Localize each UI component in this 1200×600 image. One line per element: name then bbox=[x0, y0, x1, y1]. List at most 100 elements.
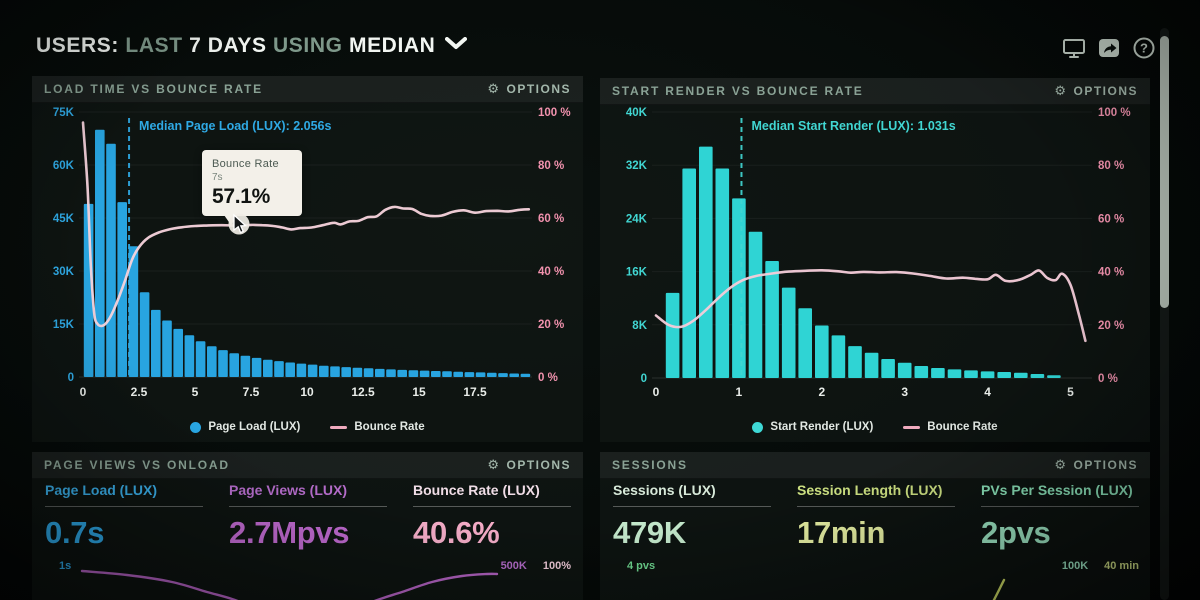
svg-text:7.5: 7.5 bbox=[243, 385, 260, 399]
svg-text:0: 0 bbox=[641, 373, 647, 385]
svg-text:100 %: 100 % bbox=[1098, 107, 1131, 119]
legend-item-bounce-rate: Bounce Rate bbox=[330, 421, 425, 433]
tooltip-value: 57.1% bbox=[212, 185, 271, 208]
load-time-legend: Page Load (LUX) Bounce Rate bbox=[32, 421, 583, 433]
svg-text:4: 4 bbox=[984, 385, 991, 399]
page-views-panel-title: PAGE VIEWS VS ONLOAD bbox=[44, 458, 230, 472]
svg-text:15: 15 bbox=[412, 385, 426, 399]
svg-text:10: 10 bbox=[300, 385, 314, 399]
display-icon[interactable] bbox=[1062, 36, 1086, 60]
svg-text:?: ? bbox=[1140, 41, 1148, 56]
svg-text:30K: 30K bbox=[53, 266, 75, 278]
metric-page-views: Page Views (LUX) 2.7Mpvs bbox=[229, 482, 387, 572]
sessions-options-button[interactable]: ⚙ OPTIONS bbox=[1054, 458, 1138, 472]
metric-sessions: Sessions (LUX) 479K 4 pvs bbox=[613, 482, 771, 572]
svg-text:45K: 45K bbox=[53, 213, 75, 225]
teal-dot-icon bbox=[752, 421, 764, 433]
start-render-options-button[interactable]: ⚙ OPTIONS bbox=[1054, 84, 1138, 98]
svg-text:0 %: 0 % bbox=[1098, 373, 1118, 385]
y-axis-left: 40K 32K 24K 16K 8K 0 bbox=[626, 107, 648, 385]
metric-axis-labels: 100K 40 min bbox=[981, 560, 1139, 572]
gear-icon: ⚙ bbox=[487, 457, 501, 473]
page-views-panel-header: PAGE VIEWS VS ONLOAD ⚙ OPTIONS bbox=[32, 452, 583, 479]
svg-text:100 %: 100 % bbox=[538, 107, 571, 119]
metric-value: 0.7s bbox=[45, 515, 105, 550]
metric-session-length: Session Length (LUX) 17min bbox=[797, 482, 955, 572]
metric-label: Bounce Rate (LUX) bbox=[413, 482, 571, 507]
metric-label: Page Load (LUX) bbox=[45, 482, 203, 507]
legend-item-page-load: Page Load (LUX) bbox=[190, 421, 300, 433]
share-icon[interactable] bbox=[1097, 36, 1121, 60]
metric-value: 2pvs bbox=[981, 515, 1051, 550]
gear-icon: ⚙ bbox=[487, 81, 501, 97]
metric-page-load: Page Load (LUX) 0.7s 1s bbox=[45, 482, 203, 572]
metric-label: Session Length (LUX) bbox=[797, 482, 955, 507]
start-render-panel-header: START RENDER VS BOUNCE RATE ⚙ OPTIONS bbox=[600, 78, 1150, 105]
help-icon[interactable]: ? bbox=[1132, 36, 1156, 60]
x-axis: 0 2.5 5 7.5 10 12.5 15 17.5 bbox=[80, 385, 487, 399]
svg-text:60 %: 60 % bbox=[1098, 213, 1124, 225]
metric-axis-label: 1s bbox=[59, 560, 72, 572]
toolbar: ? bbox=[1062, 36, 1156, 60]
title-7days: 7 DAYS bbox=[189, 34, 274, 57]
svg-text:60K: 60K bbox=[53, 160, 75, 172]
metric-value: 479K bbox=[613, 515, 686, 550]
start-render-chart[interactable]: 40K 32K 24K 16K 8K 0 100 % 80 % 60 % 40 % 20 % 0 % 0… bbox=[600, 104, 1150, 416]
tooltip-series: Bounce Rate bbox=[212, 158, 279, 170]
legend-label: Bounce Rate bbox=[927, 421, 998, 433]
gear-icon: ⚙ bbox=[1054, 457, 1068, 473]
users-filter-dropdown[interactable]: USERS: LAST 7 DAYS USING MEDIAN bbox=[36, 32, 468, 60]
y-axis-right: 100 % 80 % 60 % 40 % 20 % 0 % bbox=[1098, 107, 1131, 385]
scrollbar-thumb[interactable] bbox=[1160, 36, 1169, 308]
metric-axis-label: 4 pvs bbox=[627, 560, 656, 572]
metric-label: PVs Per Session (LUX) bbox=[981, 482, 1139, 507]
options-label: OPTIONS bbox=[506, 458, 571, 472]
svg-text:0: 0 bbox=[653, 385, 660, 399]
metric-label: Page Views (LUX) bbox=[229, 482, 387, 507]
load-time-options-button[interactable]: ⚙ OPTIONS bbox=[487, 82, 571, 96]
svg-text:12.5: 12.5 bbox=[351, 385, 375, 399]
svg-text:5: 5 bbox=[1067, 385, 1074, 399]
sessions-panel-header: SESSIONS ⚙ OPTIONS bbox=[600, 452, 1150, 479]
y-axis-right: 100 % 80 % 60 % 40 % 20 % 0 % bbox=[538, 107, 571, 384]
svg-text:20 %: 20 % bbox=[538, 319, 564, 331]
page-title: USERS: LAST 7 DAYS USING MEDIAN bbox=[36, 34, 435, 58]
axis-label-100pct: 100% bbox=[542, 560, 571, 572]
blue-dot-icon bbox=[190, 421, 202, 433]
median-label: Median Page Load (LUX): 2.056s bbox=[139, 119, 331, 133]
svg-text:5: 5 bbox=[192, 385, 199, 399]
svg-text:20 %: 20 % bbox=[1098, 320, 1124, 332]
svg-text:2: 2 bbox=[818, 385, 825, 399]
preview-line bbox=[992, 578, 1006, 600]
legend-label: Bounce Rate bbox=[354, 421, 425, 433]
load-time-chart[interactable]: 75K 60K 45K 30K 15K 0 100 % 80 % 60 % 40 % 20 % 0 %… bbox=[32, 102, 583, 416]
title-using: USING bbox=[273, 34, 349, 57]
svg-text:75K: 75K bbox=[53, 107, 75, 119]
chevron-down-icon[interactable] bbox=[445, 37, 468, 55]
load-time-panel-title: LOAD TIME VS BOUNCE RATE bbox=[44, 82, 263, 96]
metric-pvs-per-session: PVs Per Session (LUX) 2pvs 100K 40 min bbox=[981, 482, 1139, 572]
bounce-rate-line bbox=[81, 121, 531, 328]
svg-text:80 %: 80 % bbox=[1098, 160, 1124, 172]
pink-dash-icon bbox=[330, 425, 348, 429]
page-views-options-button[interactable]: ⚙ OPTIONS bbox=[487, 458, 571, 472]
chart-tooltip: Bounce Rate 7s 57.1% bbox=[202, 150, 302, 225]
options-label: OPTIONS bbox=[1073, 84, 1138, 98]
legend-label: Page Load (LUX) bbox=[208, 421, 301, 433]
page-views-panel: PAGE VIEWS VS ONLOAD ⚙ OPTIONS Page Load… bbox=[32, 452, 583, 600]
title-median: MEDIAN bbox=[348, 34, 436, 57]
svg-text:60 %: 60 % bbox=[538, 213, 564, 225]
sessions-panel: SESSIONS ⚙ OPTIONS Sessions (LUX) 479K 4… bbox=[600, 452, 1150, 600]
metric-value: 40.6% bbox=[413, 515, 500, 550]
start-render-panel: START RENDER VS BOUNCE RATE ⚙ OPTIONS 40… bbox=[600, 78, 1150, 442]
title-users: USERS: bbox=[36, 34, 126, 57]
metric-value: 17min bbox=[797, 515, 886, 550]
axis-label-500k: 500K bbox=[500, 560, 527, 572]
preview-line bbox=[80, 569, 499, 600]
bar-series bbox=[83, 129, 531, 377]
svg-text:1: 1 bbox=[736, 385, 743, 399]
axis-label-100k: 100K bbox=[1061, 560, 1089, 572]
svg-text:16K: 16K bbox=[626, 267, 648, 279]
metric-value: 2.7Mpvs bbox=[229, 515, 350, 550]
metric-label: Sessions (LUX) bbox=[613, 482, 771, 507]
